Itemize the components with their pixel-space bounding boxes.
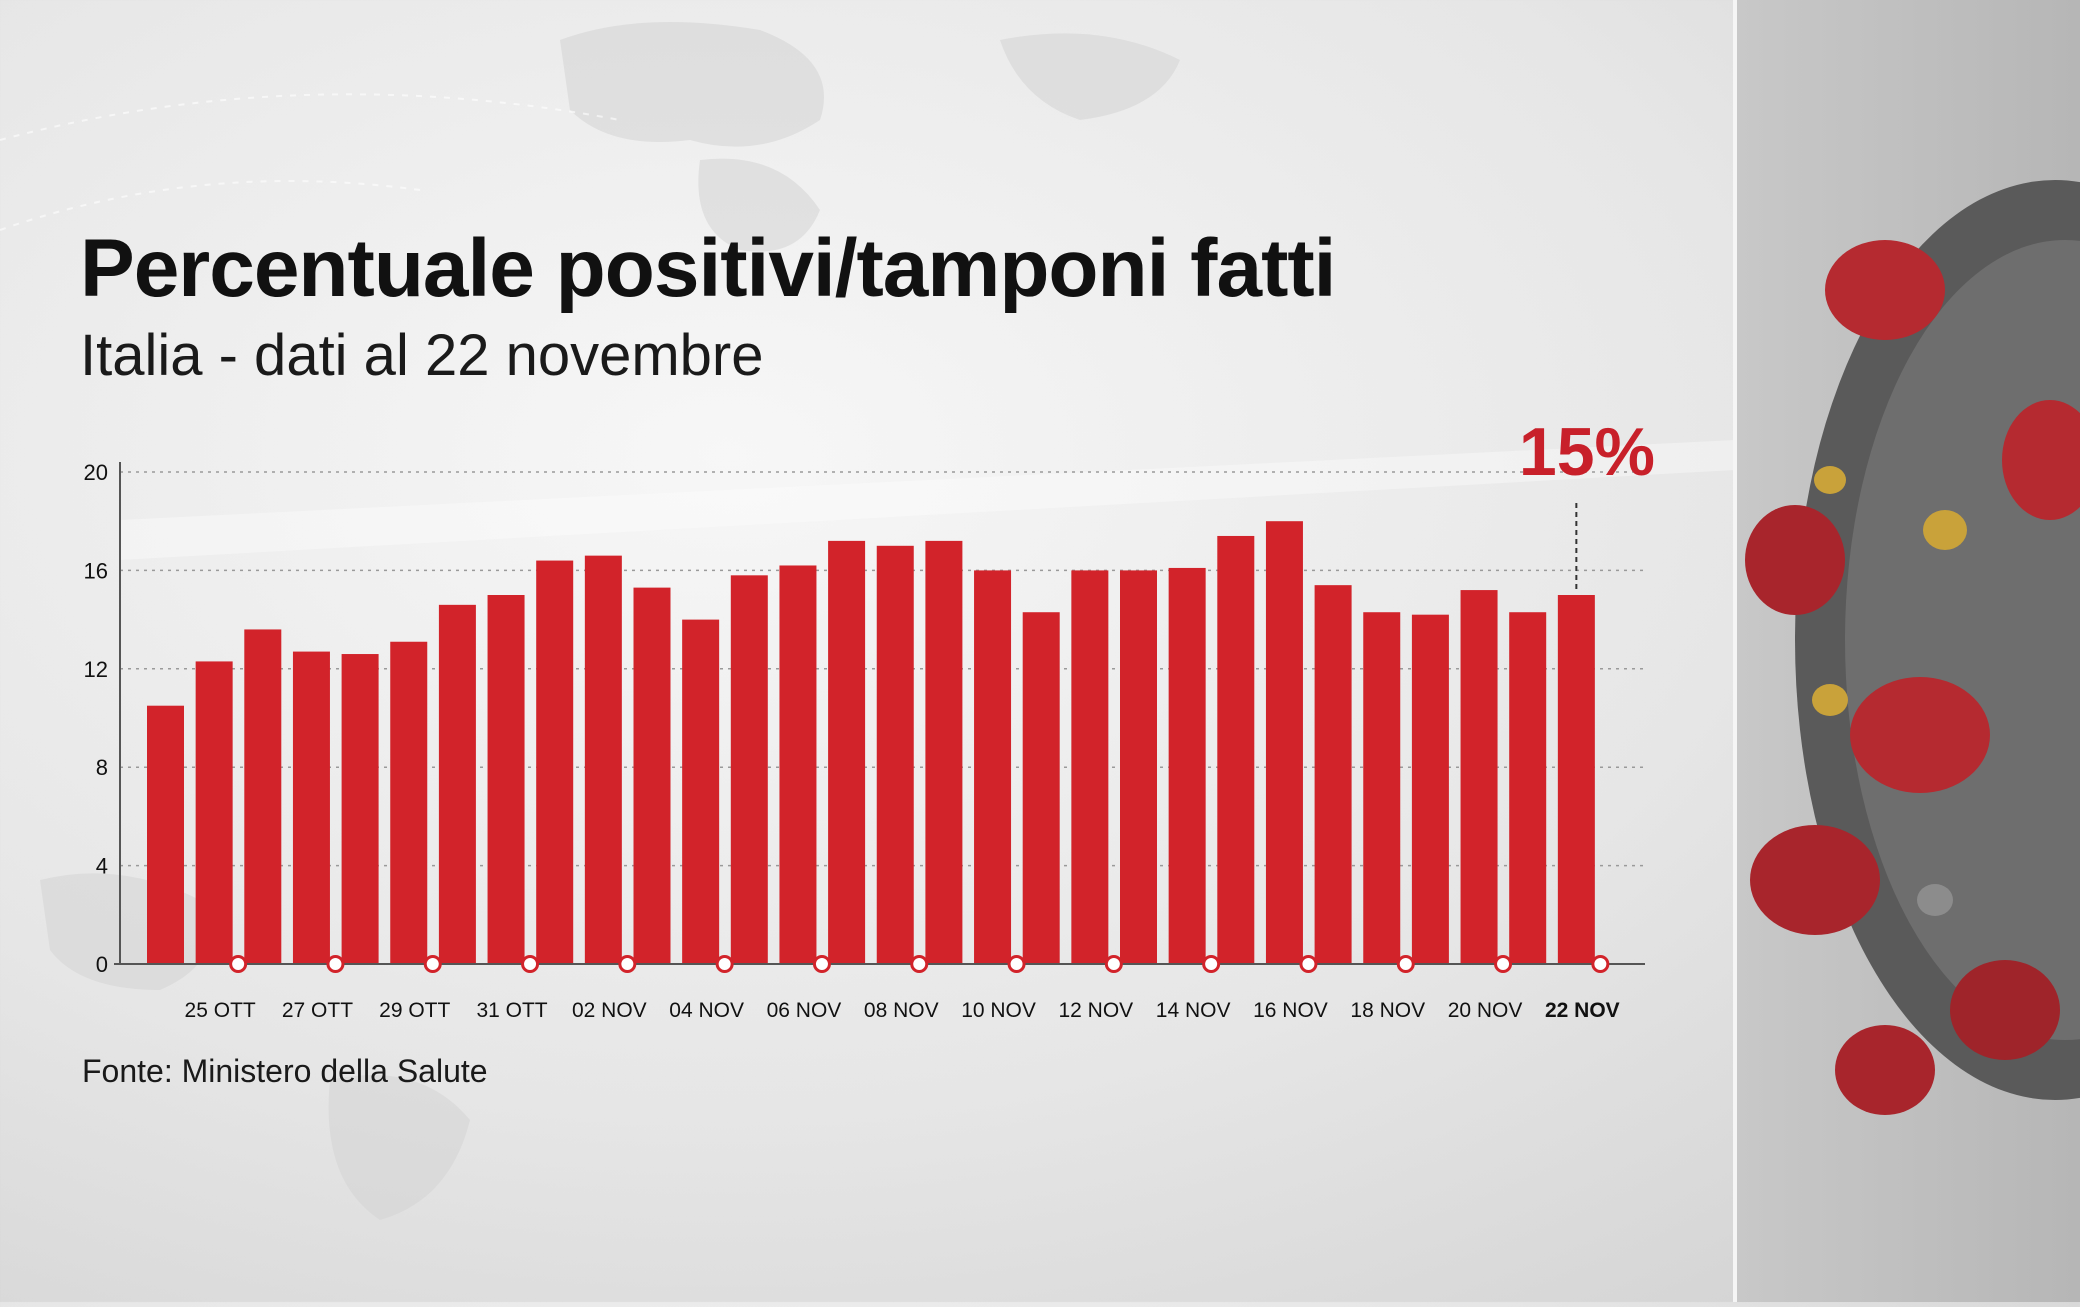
coronavirus-icon (1745, 180, 2080, 1115)
bar (147, 705, 184, 964)
x-tick-marker (326, 955, 345, 973)
x-tick-marker (229, 955, 248, 973)
bar (1071, 570, 1109, 964)
x-tick-label: 25 OTT (185, 999, 256, 1022)
bar (779, 565, 817, 964)
axes (114, 462, 1645, 973)
bar (487, 595, 525, 964)
x-tick-label: 18 NOV (1350, 999, 1425, 1022)
x-tick-label: 22 NOV (1545, 999, 1620, 1022)
panel-divider (1733, 0, 1737, 1302)
x-tick-label: 20 NOV (1448, 999, 1523, 1022)
bar (633, 587, 671, 964)
bar (876, 545, 914, 964)
bar (1509, 612, 1547, 964)
x-tick-label: 10 NOV (961, 999, 1036, 1022)
bar (1363, 612, 1401, 964)
x-tick-marker (1007, 955, 1026, 973)
x-tick-marker (910, 955, 929, 973)
labels: 0 4 8 12 16 20 25 OTT 27 OTT 29 OTT 31 OTT 02 NOV 0… (84, 414, 1655, 1022)
x-tick-marker (1396, 955, 1415, 973)
y-tick-label: 0 (96, 952, 108, 977)
virus-image-panel (1735, 0, 2080, 1302)
x-tick-marker (521, 955, 540, 973)
y-tick-label: 20 (84, 460, 108, 485)
bar (730, 575, 768, 964)
bar (438, 604, 476, 964)
bar (1022, 612, 1060, 964)
x-tick-marker (618, 955, 637, 973)
bar (1460, 590, 1498, 964)
x-tick-label: 31 OTT (476, 999, 547, 1022)
bar (1120, 570, 1157, 964)
x-tick-marker (1591, 955, 1610, 973)
bar (1217, 535, 1255, 964)
x-tick-marker (1202, 955, 1221, 973)
y-tick-label: 12 (84, 657, 108, 682)
x-tick-label: 27 OTT (282, 999, 353, 1022)
y-tick-label: 8 (96, 755, 108, 780)
bar (244, 629, 282, 964)
y-tick-label: 16 (84, 558, 108, 583)
bar (292, 651, 330, 964)
x-tick-label: 14 NOV (1156, 999, 1231, 1022)
chart-subtitle: Italia - dati al 22 novembre (80, 323, 764, 388)
bar (974, 570, 1012, 964)
bar (390, 641, 428, 964)
x-tick-marker (812, 955, 831, 973)
source-note: Fonte: Ministero della Salute (82, 1053, 488, 1089)
bar (536, 560, 574, 964)
bar (1314, 585, 1352, 964)
chart-title: Percentuale positivi/tamponi fatti (80, 223, 1336, 314)
bar (1168, 567, 1206, 964)
x-tick-label: 08 NOV (864, 999, 939, 1022)
y-tick-label: 4 (96, 854, 108, 879)
bars (147, 521, 1595, 964)
x-tick-marker (1299, 955, 1318, 973)
x-tick-label: 29 OTT (379, 999, 450, 1022)
bar (341, 654, 379, 964)
bar (195, 661, 233, 964)
bar (925, 540, 963, 964)
highlight-value-label: 15% (1519, 414, 1655, 490)
x-tick-label: 06 NOV (767, 999, 842, 1022)
bar (1557, 595, 1595, 964)
x-tick-label: 02 NOV (572, 999, 647, 1022)
bar (682, 619, 720, 964)
x-tick-marker (1104, 955, 1123, 973)
x-tick-label: 04 NOV (669, 999, 744, 1022)
bar (1265, 521, 1303, 964)
x-tick-label: 12 NOV (1058, 999, 1133, 1022)
x-tick-marker (423, 955, 442, 973)
bar (1411, 614, 1449, 964)
x-tick-label: 16 NOV (1253, 999, 1328, 1022)
bar (828, 540, 866, 964)
x-tick-marker (1494, 955, 1513, 973)
x-tick-marker (715, 955, 734, 973)
bar (584, 555, 622, 964)
